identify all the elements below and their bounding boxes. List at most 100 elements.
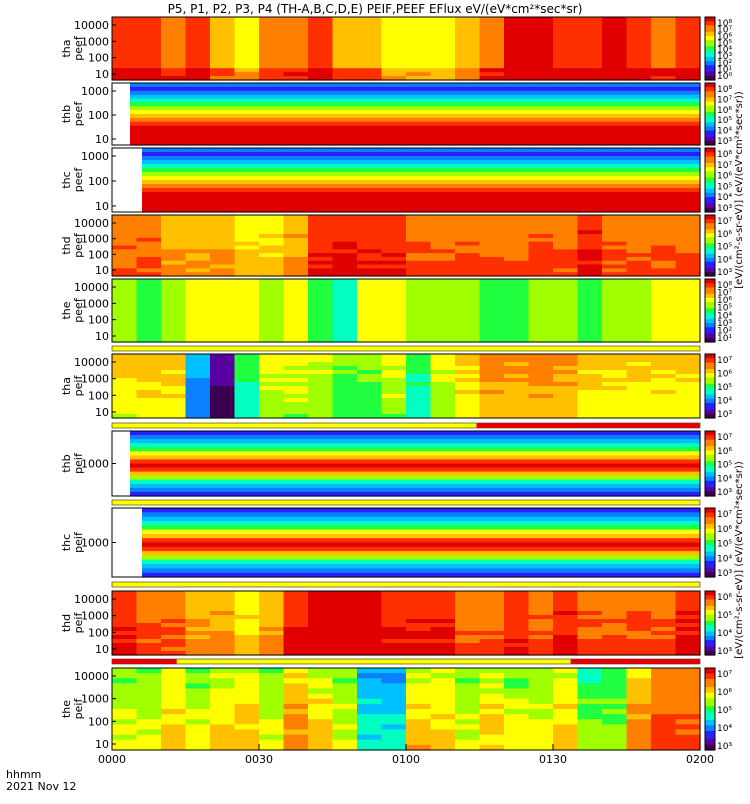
colorbar-swatch bbox=[705, 245, 715, 249]
colorbar-swatch bbox=[705, 431, 715, 434]
colorbar-swatch bbox=[705, 40, 715, 43]
heatmap-cell bbox=[283, 475, 309, 481]
heatmap-cell bbox=[332, 330, 358, 335]
heatmap-cell bbox=[259, 237, 285, 243]
heatmap-cell bbox=[430, 40, 456, 46]
heatmap-cell bbox=[602, 180, 628, 185]
heatmap-cell bbox=[259, 688, 285, 695]
heatmap-cell bbox=[161, 647, 187, 652]
heatmap-cell bbox=[283, 542, 309, 548]
heatmap-cell bbox=[357, 121, 383, 127]
heatmap-cell bbox=[430, 673, 456, 679]
heatmap-cell bbox=[308, 512, 334, 518]
heatmap-cell bbox=[406, 279, 432, 284]
heatmap-cell bbox=[357, 272, 383, 277]
colorbar-swatch bbox=[705, 537, 715, 541]
heatmap-cell bbox=[210, 208, 236, 213]
heatmap-cell bbox=[602, 467, 628, 473]
heatmap-cell bbox=[455, 310, 481, 316]
heatmap-cell bbox=[406, 615, 432, 620]
heatmap-cell bbox=[136, 673, 162, 679]
heatmap-cell bbox=[626, 734, 652, 741]
heatmap-cell bbox=[406, 218, 432, 224]
heatmap-cell bbox=[602, 322, 628, 327]
colorbar-frame bbox=[704, 353, 716, 419]
heatmap-cell bbox=[455, 724, 481, 731]
heatmap-cell bbox=[479, 564, 505, 569]
heatmap-cell bbox=[651, 264, 677, 269]
heatmap-cell bbox=[357, 463, 383, 469]
colorbar-frame bbox=[704, 590, 716, 656]
heatmap-cell bbox=[332, 282, 358, 288]
heatmap-cell bbox=[528, 148, 554, 153]
colorbar-swatch bbox=[705, 574, 715, 578]
heatmap-cell bbox=[185, 28, 211, 34]
heatmap-cell bbox=[553, 180, 579, 185]
heatmap-cell bbox=[430, 117, 456, 123]
heatmap-cell bbox=[283, 72, 309, 77]
heatmap-cell bbox=[357, 286, 383, 292]
heatmap-cell bbox=[136, 294, 162, 300]
heatmap-cell bbox=[357, 529, 383, 535]
heatmap-cell bbox=[161, 302, 187, 308]
heatmap-cell bbox=[577, 623, 603, 628]
colorbar-swatch bbox=[705, 223, 715, 226]
heatmap-cell bbox=[504, 475, 530, 481]
heatmap-cell bbox=[161, 17, 187, 22]
heatmap-cell bbox=[675, 435, 701, 440]
heatmap-cell bbox=[234, 168, 260, 173]
heatmap-cell bbox=[130, 447, 138, 452]
heatmap-cell bbox=[308, 607, 334, 612]
heatmap-cell bbox=[210, 44, 236, 50]
heatmap-cell bbox=[430, 406, 456, 411]
heatmap-cell bbox=[675, 603, 701, 608]
heatmap-cell bbox=[357, 17, 383, 22]
heatmap-cell bbox=[112, 673, 138, 679]
heatmap-cell bbox=[479, 72, 505, 77]
heatmap-cell bbox=[283, 226, 309, 231]
colorbar-label-electrons: [eV/(cm²-s-sr-eV)] (eV/(eV*cm²*sec*sr)) bbox=[734, 91, 745, 289]
heatmap-cell bbox=[381, 555, 407, 561]
heatmap-cell bbox=[130, 467, 138, 473]
heatmap-cell bbox=[626, 294, 652, 300]
heatmap-cell bbox=[577, 467, 603, 473]
heatmap-cell bbox=[136, 98, 162, 103]
heatmap-cell bbox=[455, 56, 481, 61]
heatmap-cell bbox=[626, 256, 652, 262]
heatmap-cell bbox=[651, 160, 677, 165]
heatmap-cell bbox=[675, 68, 701, 73]
colorbar-swatch bbox=[705, 446, 715, 449]
heatmap-cell bbox=[308, 402, 334, 407]
heatmap-cell bbox=[332, 294, 358, 300]
heatmap-cell bbox=[259, 525, 285, 531]
heatmap-cell bbox=[234, 272, 260, 277]
heatmap-cell bbox=[210, 172, 236, 177]
colorbar-tick-label: 10⁴ bbox=[717, 193, 732, 203]
heatmap-cell bbox=[406, 230, 432, 235]
heatmap-cell bbox=[602, 463, 628, 469]
heatmap-cell bbox=[504, 245, 530, 250]
heatmap-cell bbox=[381, 431, 407, 436]
heatmap-cell bbox=[430, 218, 456, 224]
heatmap-cell bbox=[430, 314, 456, 319]
heatmap-cell bbox=[602, 141, 628, 146]
heatmap-cell bbox=[406, 318, 432, 323]
heatmap-cell bbox=[651, 215, 677, 220]
heatmap-cell bbox=[136, 370, 162, 375]
heatmap-cell bbox=[479, 294, 505, 300]
heatmap-cell bbox=[161, 156, 187, 161]
heatmap-cell bbox=[626, 20, 652, 26]
heatmap-cell bbox=[283, 414, 309, 419]
heatmap-cell bbox=[577, 83, 603, 88]
heatmap-cell bbox=[381, 693, 407, 700]
heatmap-cell bbox=[577, 282, 603, 288]
heatmap-cell bbox=[479, 314, 505, 319]
colorbar-swatch bbox=[705, 409, 715, 413]
heatmap-cell bbox=[504, 230, 530, 235]
heatmap-cell bbox=[479, 414, 505, 419]
heatmap-cell bbox=[577, 673, 603, 679]
colorbar-swatch bbox=[705, 394, 715, 398]
heatmap-cell bbox=[528, 94, 554, 100]
colorbar-swatch bbox=[705, 312, 715, 316]
colorbar-swatch bbox=[705, 29, 715, 33]
